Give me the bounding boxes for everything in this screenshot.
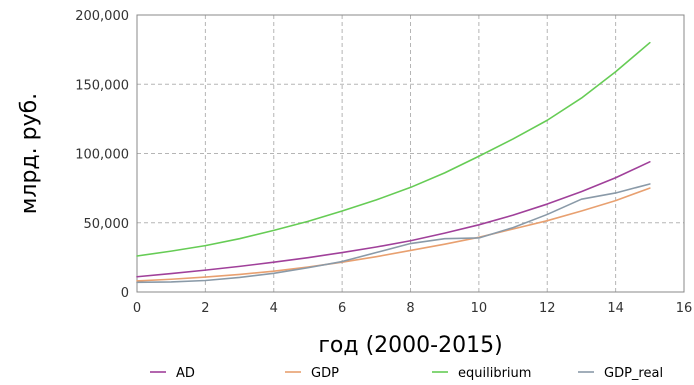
x-axis-title: год (2000-2015) <box>318 333 502 358</box>
series-line-gdp-real <box>136 183 651 284</box>
x-tick-label: 10 <box>471 301 488 316</box>
series-lines <box>136 41 651 284</box>
grid <box>137 15 684 292</box>
x-tick-label: 6 <box>338 301 346 316</box>
x-tick-label: 12 <box>539 301 556 316</box>
y-tick-label: 150,000 <box>75 78 129 93</box>
legend-label-ad: AD <box>176 366 195 381</box>
axis-tick-labels: 0 2 4 6 8 10 12 14 16 0 50,000 100,000 150,000 200,00… <box>75 9 692 316</box>
plot-area-frame <box>136 14 685 293</box>
x-tick-label: 8 <box>406 301 414 316</box>
x-tick-label: 4 <box>270 301 278 316</box>
x-tick-label: 0 <box>133 301 141 316</box>
series-line-equilibrium <box>136 41 651 257</box>
y-tick-label: 100,000 <box>75 148 129 163</box>
x-tick-label: 14 <box>607 301 624 316</box>
y-tick-label: 200,000 <box>75 9 129 24</box>
x-tick-label: 2 <box>201 301 209 316</box>
legend-label-gdp: GDP <box>311 366 339 381</box>
legend-label-equilibrium: equilibrium <box>458 366 531 381</box>
y-axis-title: млрд. руб. <box>17 93 42 214</box>
series-line-ad <box>136 161 651 278</box>
x-tick-label: 16 <box>676 301 693 316</box>
legend-label-gdp-real: GDP_real <box>604 366 663 381</box>
y-tick-label: 0 <box>121 286 129 301</box>
y-tick-label: 50,000 <box>84 217 130 232</box>
legend: AD GDP equilibrium GDP_real <box>150 366 663 381</box>
series-line-gdp <box>136 187 651 282</box>
